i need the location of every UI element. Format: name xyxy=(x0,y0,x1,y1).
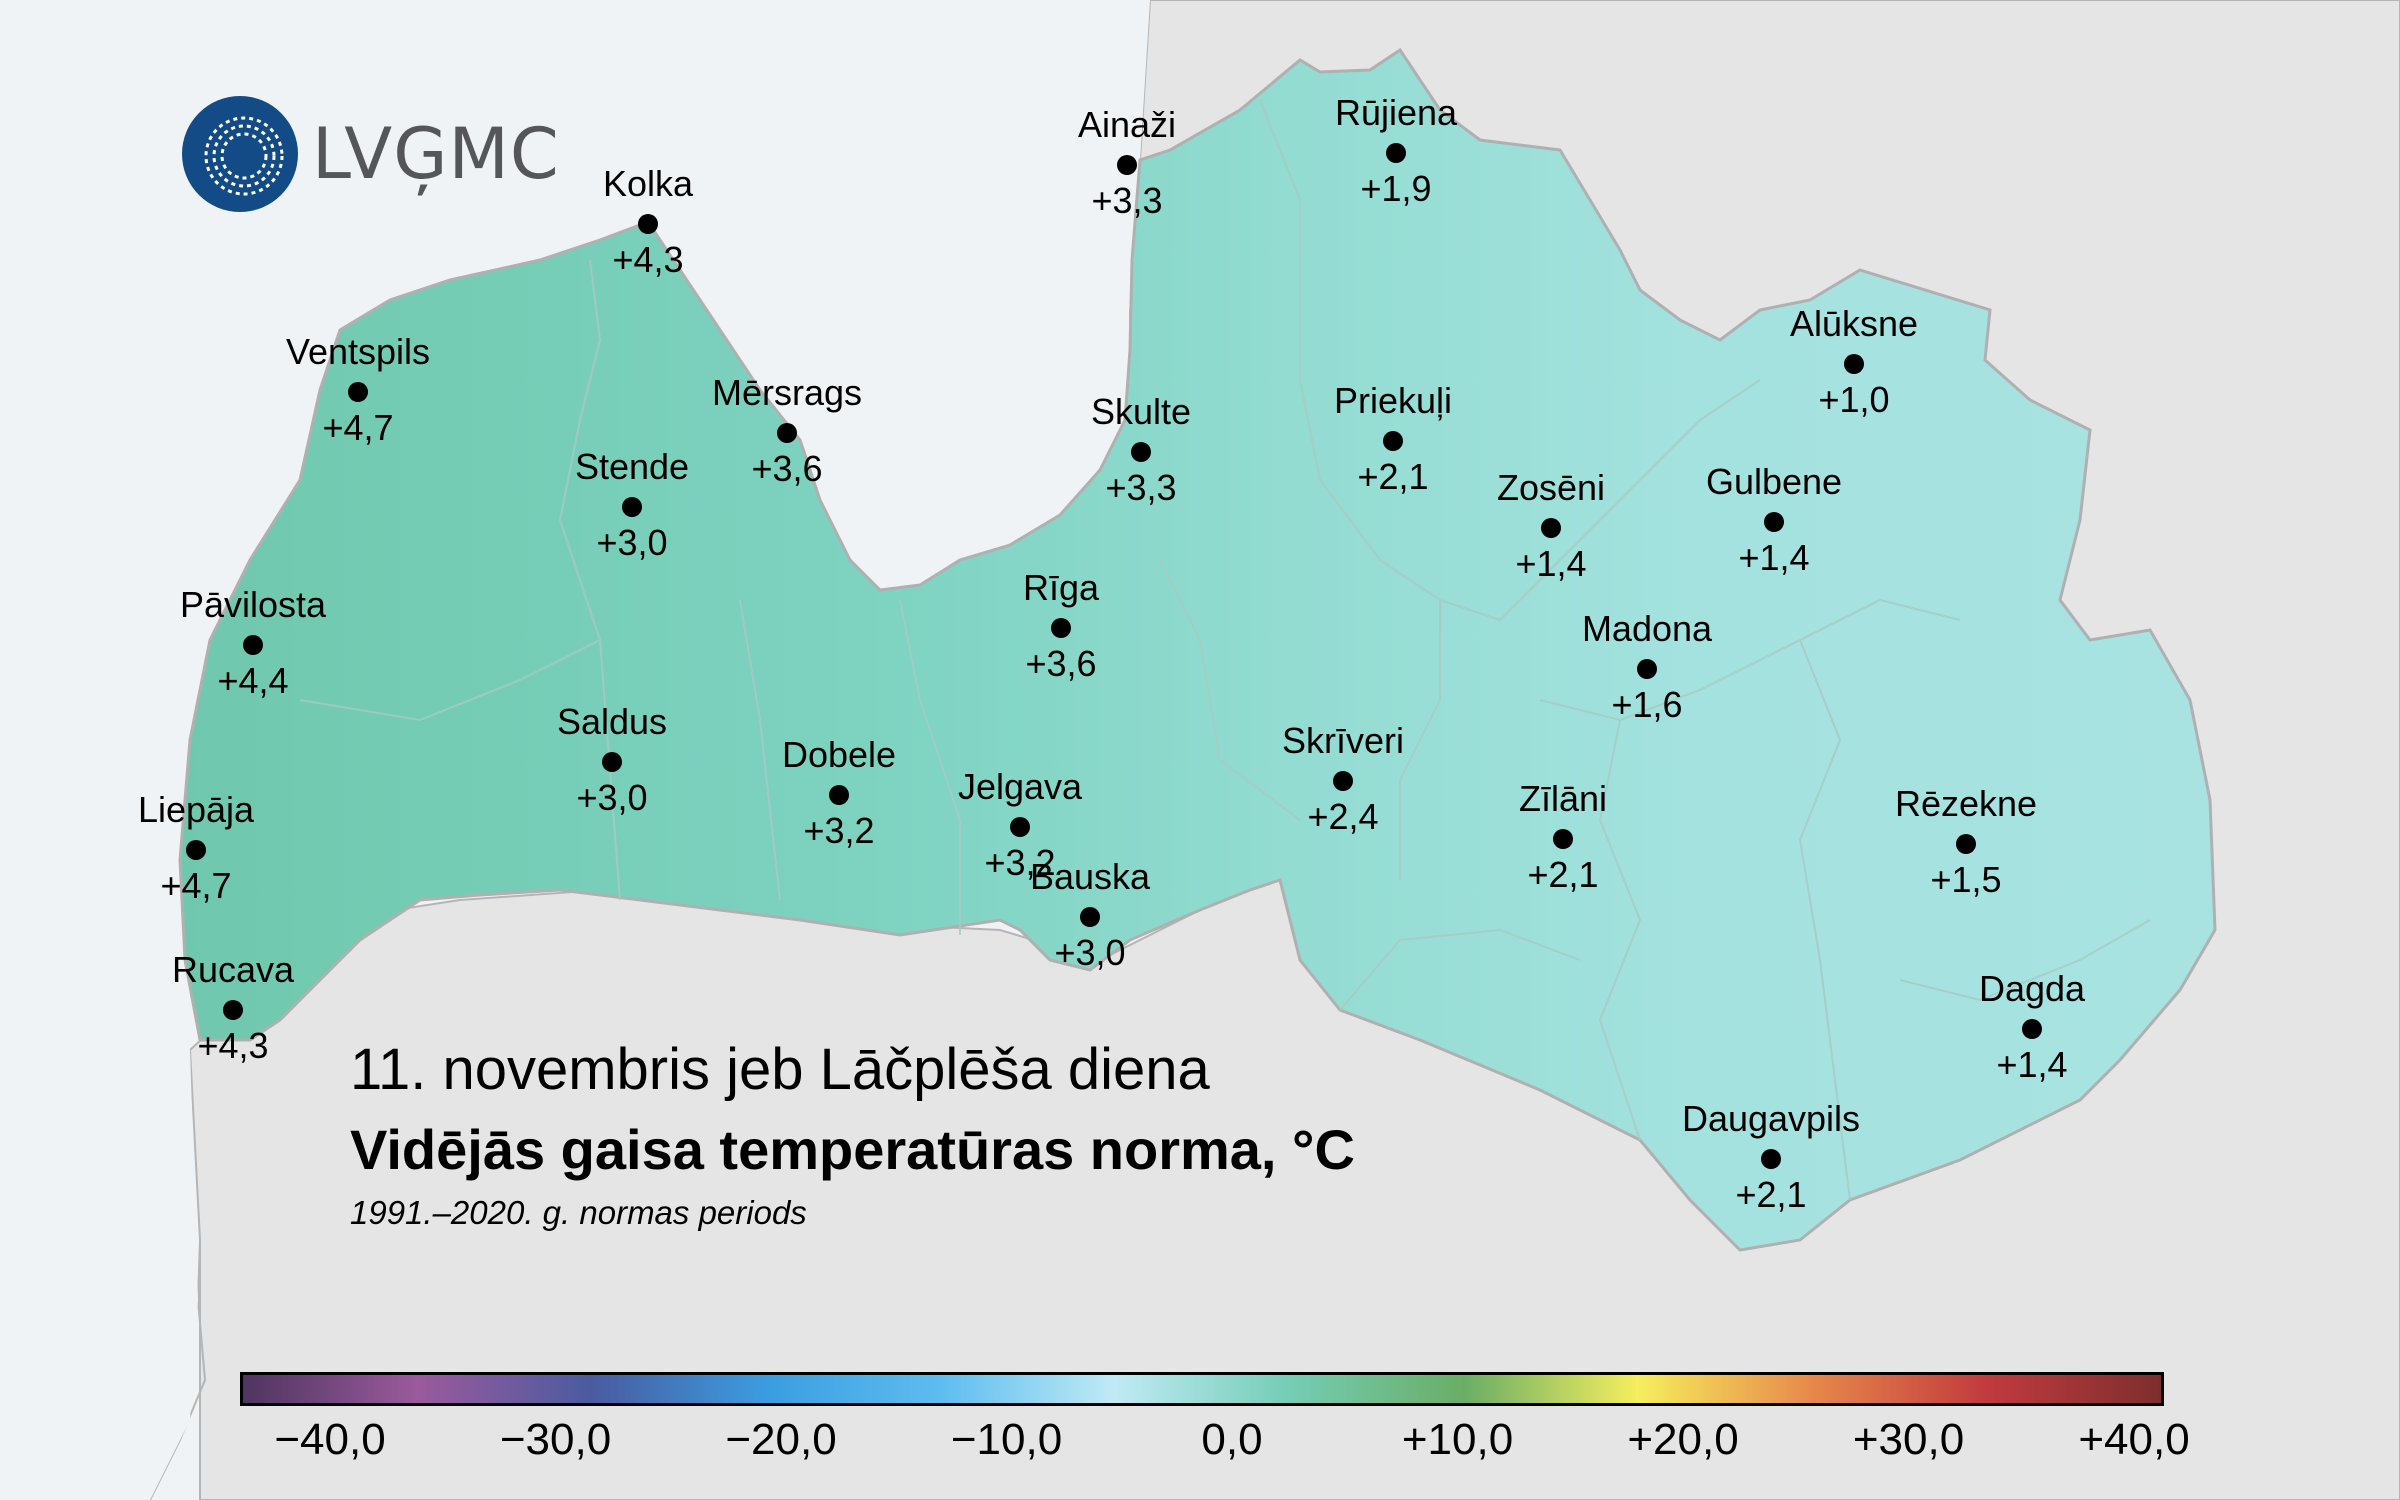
municipal-borders xyxy=(299,99,2151,1201)
station-dot-icon xyxy=(2022,1019,2042,1039)
station-name: Rēzekne xyxy=(1894,783,2038,824)
station-dot-icon xyxy=(777,423,797,443)
station-value: +1,4 xyxy=(1738,537,1810,578)
colorbar-tick-label: +10,0 xyxy=(1401,1415,1514,1464)
station-dot-icon xyxy=(1080,907,1100,927)
station-dot-icon xyxy=(622,497,642,517)
station-value: +1,0 xyxy=(1818,379,1890,420)
station-dot-icon xyxy=(1637,659,1657,679)
station-name: Alūksne xyxy=(1789,303,1919,344)
station-value: +2,1 xyxy=(1357,456,1429,497)
station-name: Jelgava xyxy=(957,766,1083,807)
station-dot-icon xyxy=(1541,518,1561,538)
station-name: Ainaži xyxy=(1077,104,1177,145)
station-value: +3,6 xyxy=(1025,643,1097,684)
station-dot-icon xyxy=(1761,1149,1781,1169)
colorbar-tick-label: −20,0 xyxy=(725,1415,837,1464)
station-value: +3,3 xyxy=(1105,467,1177,508)
station-value: +1,5 xyxy=(1930,859,2002,900)
station-dot-icon xyxy=(1764,512,1784,532)
station-value: +4,4 xyxy=(217,660,289,701)
logo-text: LVĢMC xyxy=(312,113,560,195)
colorbar-tick-label: −40,0 xyxy=(274,1415,386,1464)
station-value: +3,6 xyxy=(751,448,823,489)
station-value: +3,0 xyxy=(576,777,648,818)
station-value: +4,3 xyxy=(197,1025,269,1066)
station-name: Rucava xyxy=(171,949,295,990)
station-value: +3,2 xyxy=(803,810,875,851)
station-value: +1,6 xyxy=(1611,684,1683,725)
station-value: +4,7 xyxy=(160,865,232,906)
colorbar-tick-label: −30,0 xyxy=(499,1415,612,1464)
station-value: +3,0 xyxy=(596,522,668,563)
colorbar-tick-label: +30,0 xyxy=(1852,1415,1965,1464)
colorbar-tick-label: +20,0 xyxy=(1627,1415,1739,1464)
station-name: Zosēni xyxy=(1496,467,1606,508)
station-name: Rūjiena xyxy=(1334,92,1458,133)
lvgmc-logo: LVĢMC xyxy=(182,96,560,212)
station-value: +1,9 xyxy=(1360,168,1432,209)
colorbar-tick-label: 0,0 xyxy=(1201,1415,1263,1464)
station-name: Ventspils xyxy=(285,331,431,372)
map-title-date: 11. novembris jeb Lāčplēša diena xyxy=(350,1037,1210,1102)
station-name: Bauska xyxy=(1029,856,1151,897)
station-name: Zīlāni xyxy=(1518,778,1608,819)
station-dot-icon xyxy=(1386,143,1406,163)
station-name: Kolka xyxy=(602,163,694,204)
temperature-colorbar xyxy=(240,1372,2164,1406)
station-dot-icon xyxy=(348,382,368,402)
station-dot-icon xyxy=(1844,354,1864,374)
station-value: +4,3 xyxy=(612,239,684,280)
station-dot-icon xyxy=(1117,155,1137,175)
station-value: +1,4 xyxy=(1996,1044,2068,1085)
station-value: +2,4 xyxy=(1307,796,1379,837)
station-name: Skrīveri xyxy=(1281,720,1405,761)
station-name: Daugavpils xyxy=(1681,1098,1861,1139)
station-name: Madona xyxy=(1581,608,1713,649)
station-name: Rīga xyxy=(1022,567,1100,608)
colorbar-tick-label: +40,0 xyxy=(2078,1415,2190,1464)
station-dot-icon xyxy=(1010,817,1030,837)
baltic-sea-left xyxy=(0,0,1150,1500)
station-value: +3,3 xyxy=(1091,180,1163,221)
station-dot-icon xyxy=(1956,834,1976,854)
station-name: Gulbene xyxy=(1705,461,1843,502)
station-dot-icon xyxy=(829,785,849,805)
station-value: +4,7 xyxy=(322,407,394,448)
station-dot-icon xyxy=(638,214,658,234)
station-value: +2,1 xyxy=(1527,854,1599,895)
station-dot-icon xyxy=(223,1000,243,1020)
station-dot-icon xyxy=(1383,431,1403,451)
station-name: Saldus xyxy=(556,701,668,742)
station-value: +2,1 xyxy=(1735,1174,1807,1215)
station-dot-icon xyxy=(186,840,206,860)
station-dot-icon xyxy=(1333,771,1353,791)
station-value: +3,0 xyxy=(1054,932,1126,973)
station-name: Priekuļi xyxy=(1333,380,1453,421)
colorbar-tick-label: −10,0 xyxy=(950,1415,1063,1464)
station-name: Liepāja xyxy=(137,789,255,830)
station-dot-icon xyxy=(602,752,622,772)
station-name: Pāvilosta xyxy=(179,584,327,625)
station-dot-icon xyxy=(1131,442,1151,462)
title-block: 11. novembris jeb Lāčplēša diena Vidējās… xyxy=(350,1030,1355,1236)
station-value: +3,2 xyxy=(984,842,1056,883)
station-name: Dobele xyxy=(781,734,897,775)
station-value: +1,4 xyxy=(1515,543,1587,584)
station-dot-icon xyxy=(243,635,263,655)
station-name: Dagda xyxy=(1978,968,2086,1009)
lvgmc-logo-icon xyxy=(182,96,298,212)
station-name: Stende xyxy=(574,446,690,487)
station-name: Mērsrags xyxy=(711,372,863,413)
station-dot-icon xyxy=(1051,618,1071,638)
station-name: Skulte xyxy=(1090,391,1192,432)
map-subtitle-period: 1991.–2020. g. normas periods xyxy=(350,1194,807,1231)
latvia-territory xyxy=(178,47,2217,1252)
map-title-main: Vidējās gaisa temperatūras norma, °C xyxy=(350,1118,1355,1181)
station-dot-icon xyxy=(1553,829,1573,849)
